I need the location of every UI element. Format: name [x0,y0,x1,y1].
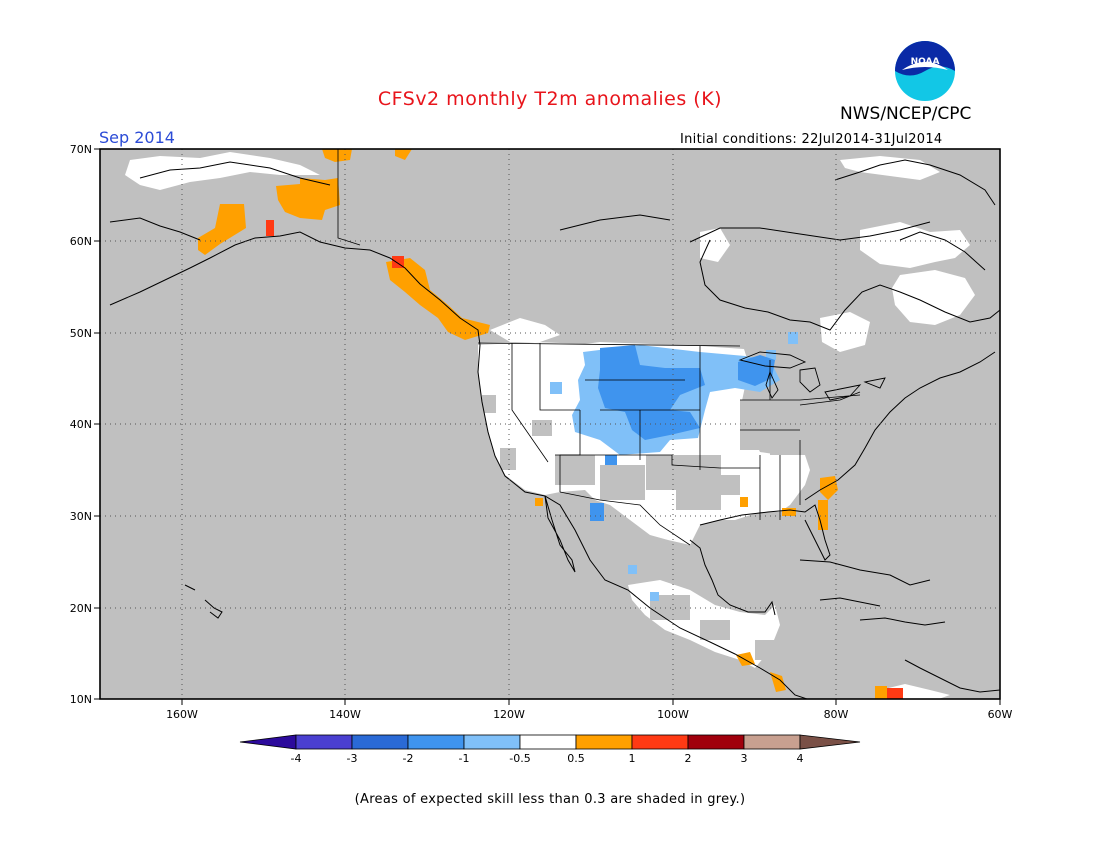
cool-cell-4 [628,565,637,574]
lon-label: 160W [166,708,198,721]
graticule [100,149,1000,699]
state-borders [337,149,861,546]
conus-near-normal [478,342,810,545]
ontario-white [820,312,870,352]
lon-label: 120W [493,708,525,721]
chart-title: CFSv2 monthly T2m anomalies (K) [377,88,723,110]
below-normal-medium [590,345,775,521]
alaska-hot-1 [266,220,274,236]
noaa-logo: NOAA [895,41,955,101]
great-lakes-cool [738,355,775,386]
mexico-near-normal [628,580,780,668]
low-skill-background [100,149,1000,699]
louisiana-warm [740,497,748,507]
lon-label: 80W [824,708,849,721]
colorbar-tick-label: 1 [629,752,636,765]
colorbar-swatch [351,734,409,750]
lat-label: 60N [70,235,92,248]
colombia-white [880,684,950,699]
above-normal-orange [198,149,887,699]
colorbar-tick-label: -3 [347,752,358,765]
colorbar-swatch [575,734,633,750]
colorbar-swatch-lt-4 [239,734,297,750]
noaa-logo-text: NOAA [911,57,940,67]
cool-cell-2 [788,332,798,344]
alaska-warm-1 [198,204,246,255]
quebec-white [860,222,970,268]
valid-month: Sep 2014 [99,128,175,147]
lon-labels: 160W 140W 120W 100W 80W 60W [166,708,1012,721]
lat-label: 30N [70,510,92,523]
colorbar-swatch [295,734,353,750]
alaska-warm-2 [276,178,340,220]
colorbar-tick-label: 4 [797,752,804,765]
venezuela-warm [875,686,887,699]
alaska-white-1 [125,152,320,190]
baffin-white [840,156,940,180]
initial-conditions: Initial conditions: 22Jul2014-31Jul2014 [680,132,943,147]
colorbar-swatch [631,734,689,750]
lat-label: 20N [70,602,92,615]
cool-cell-3 [766,350,776,360]
central-america-warm-2 [770,672,786,692]
northern-plains-cool [572,345,780,455]
texas-cool-cell [590,503,604,521]
dakotas-cool-core [598,345,705,440]
lat-label: 10N [70,693,92,706]
venezuela-hot [887,688,903,699]
colorbar-swatch [687,734,745,750]
cool-cell-5 [650,592,659,601]
map-panel [100,149,1000,699]
colorbar-tick-label: 0.5 [567,752,585,765]
low-skill-cells [482,395,810,660]
colorbar-labels: -4 -3 -2 -1 -0.5 0.5 1 2 3 4 [291,752,804,765]
nm-cool-cell [605,455,617,465]
florida-warm [818,500,828,530]
great-lakes [738,351,886,401]
colorbar-tick-label: -2 [403,752,414,765]
below-normal-light [550,332,798,601]
gulf-warm [782,508,796,516]
colorbar-swatch [519,734,577,750]
lat-label: 70N [70,143,92,156]
colorbar-tick-label: -4 [291,752,302,765]
agency-label: NWS/NCEP/CPC [840,104,972,124]
axis-ticks [94,148,1001,705]
lat-labels: 70N 60N 50N 40N 30N 20N 10N [70,143,92,706]
colorbar-swatch [463,734,521,750]
labrador-white [892,270,975,325]
cool-cell-1 [550,382,562,394]
colorbar-tick-label: 2 [685,752,692,765]
skill-footnote: (Areas of expected skill less than 0.3 a… [354,792,746,807]
colorbar-swatch [407,734,465,750]
above-normal-red [266,220,903,699]
lon-label: 140W [329,708,361,721]
lat-label: 50N [70,327,92,340]
hudson-white [700,228,730,262]
bc-white [490,318,560,342]
lat-label: 40N [70,418,92,431]
yukon-warm [395,149,412,160]
lon-label: 60W [988,708,1013,721]
alaska-warm-3 [322,149,352,162]
colorbar-swatch [743,734,801,750]
baja-warm [535,498,543,506]
colorbar [239,734,861,750]
colorbar-tick-label: 3 [741,752,748,765]
near-normal-regions [125,152,975,699]
coastlines [109,159,1000,699]
se-coast-warm [820,476,838,500]
map-frame [99,148,1001,700]
alaska-hot-2 [392,256,404,268]
colorbar-tick-label: -1 [459,752,470,765]
central-america-warm [736,652,755,666]
bc-coast-warm [386,258,490,340]
colorbar-swatch-gt-4 [799,734,861,750]
colorbar-tick-label: -0.5 [509,752,530,765]
lon-label: 100W [657,708,689,721]
